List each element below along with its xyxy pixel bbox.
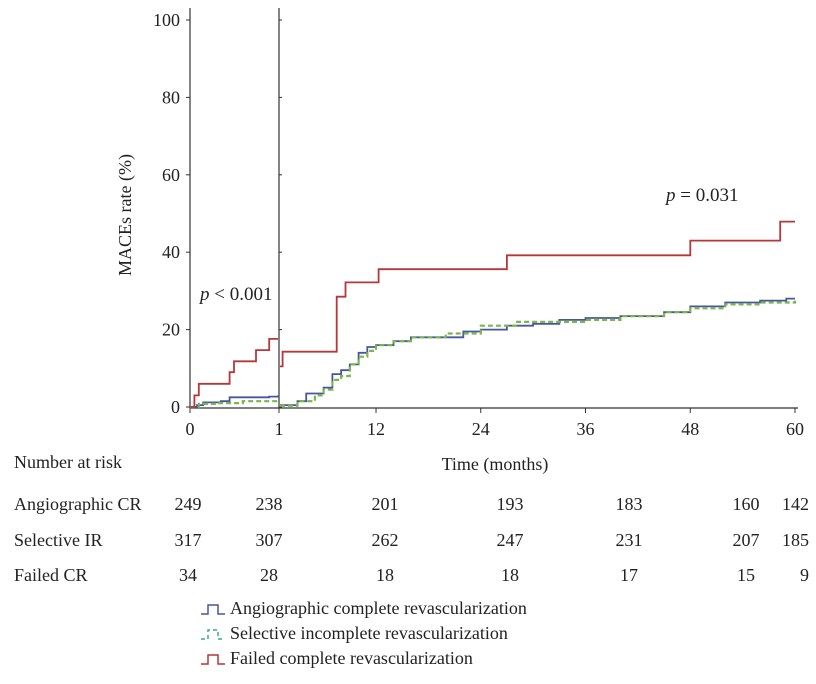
- series-angiographic-early: [190, 395, 279, 408]
- x-tick-label: 1: [275, 419, 284, 439]
- x-tick-label: 60: [786, 419, 804, 439]
- series-failed-early: [190, 338, 278, 408]
- risk-cell: 15: [737, 565, 755, 585]
- risk-cell: 231: [615, 530, 643, 550]
- y-tick-label: 40: [162, 242, 180, 262]
- risk-cell: 307: [255, 530, 283, 550]
- risk-cell: 185: [782, 530, 809, 550]
- risk-row-label: Angiographic CR: [14, 494, 142, 514]
- y-tick-label: 60: [162, 165, 180, 185]
- series-angiographic-late: [280, 297, 795, 406]
- legend-label-angiographic: Angiographic complete revascularization: [230, 598, 527, 618]
- x-tick-label: 24: [472, 419, 490, 439]
- risk-row-failed-cr: Failed CR 34 28 18 18 17 15 9: [0, 565, 816, 591]
- risk-cell: 249: [174, 494, 202, 514]
- x-tick-label: 48: [681, 419, 699, 439]
- risk-cell: 142: [782, 494, 809, 514]
- risk-cell: 183: [615, 494, 643, 514]
- series-selective-early: [190, 399, 280, 409]
- legend-label-failed: Failed complete revascularization: [230, 648, 473, 668]
- y-tick-label: 80: [162, 87, 180, 107]
- risk-cell: 34: [179, 565, 197, 585]
- risk-cell: 28: [260, 565, 278, 585]
- risk-cell: 18: [376, 565, 394, 585]
- series-selective-late: [280, 300, 797, 407]
- risk-cell: 207: [732, 530, 760, 550]
- risk-cell: 17: [620, 565, 638, 585]
- risk-row-label: Failed CR: [14, 565, 88, 585]
- risk-row-angiographic-cr: Angiographic CR 249 238 201 193 183 160 142: [0, 494, 816, 520]
- x-axis-label: Time (months): [442, 454, 549, 475]
- legend-label-selective: Selective incomplete revascularization: [230, 623, 508, 643]
- y-tick-label: 0: [171, 397, 180, 417]
- y-axis-label: MACEs rate (%): [115, 154, 136, 276]
- risk-cell: 317: [174, 530, 202, 550]
- risk-cell: 160: [732, 494, 760, 514]
- risk-row-selective-ir: Selective IR 317 307 262 247 231 207 185: [0, 530, 816, 556]
- x-tick-label: 12: [367, 419, 385, 439]
- y-tick-label: 20: [162, 320, 180, 340]
- p-value-late: p = 0.031: [664, 185, 738, 206]
- legend-swatch-selective: [201, 629, 225, 640]
- risk-cell: 262: [371, 530, 399, 550]
- risk-cell: 193: [496, 494, 524, 514]
- risk-row-label: Selective IR: [14, 530, 103, 550]
- x-tick-label: 36: [577, 419, 595, 439]
- x-tick-label: 0: [186, 419, 195, 439]
- series-failed-late: [280, 220, 795, 368]
- risk-cell: 9: [800, 565, 809, 585]
- km-chart: 0 20 40 60 80 100 0 1 12 24 36 48 60 MACEs rate (%) Ti…: [115, 8, 804, 475]
- y-tick-label: 100: [153, 10, 180, 30]
- risk-cell: 247: [496, 530, 524, 550]
- risk-table-title: Number at risk: [14, 452, 122, 472]
- risk-cell: 238: [255, 494, 283, 514]
- legend-swatch-angiographic: [201, 604, 225, 615]
- risk-cell: 18: [501, 565, 519, 585]
- p-value-early: p < 0.001: [198, 284, 272, 305]
- risk-cell: 201: [371, 494, 399, 514]
- legend-swatch-failed: [201, 654, 225, 665]
